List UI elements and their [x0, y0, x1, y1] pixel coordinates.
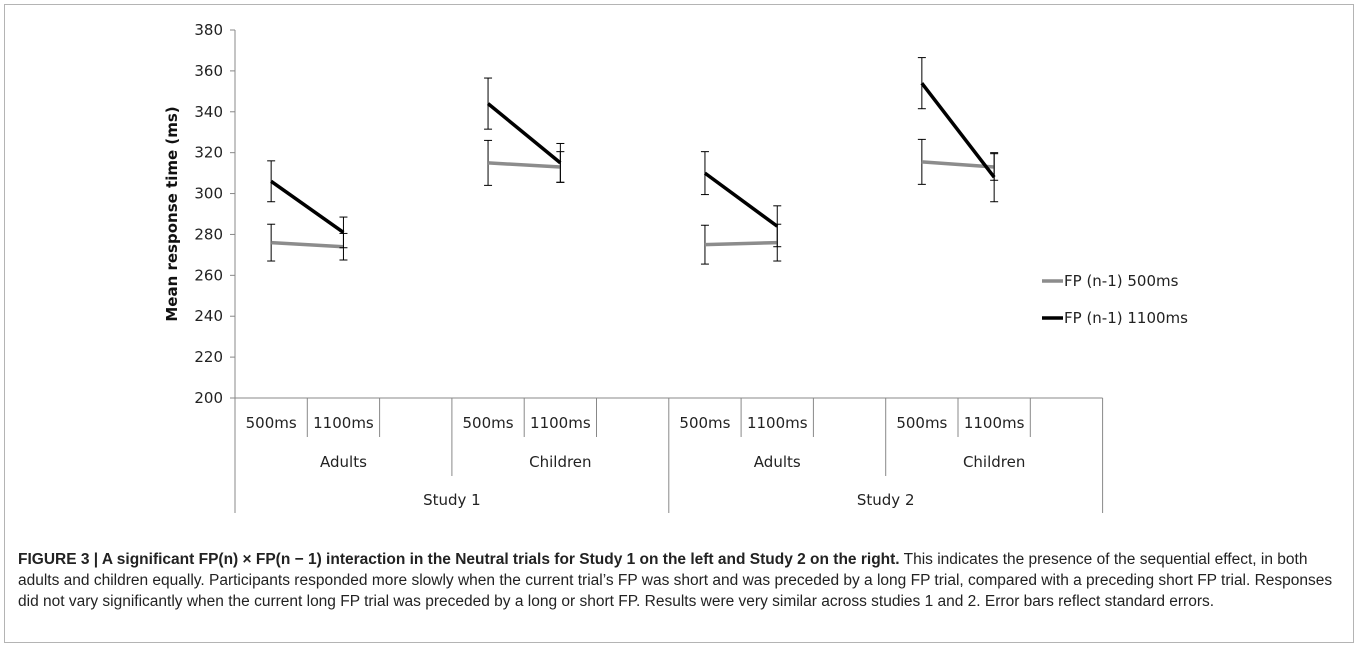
y-tick-label: 300: [194, 185, 223, 203]
x-tick-label-fp: 1100ms: [313, 414, 374, 432]
y-tick-label: 200: [194, 389, 223, 407]
y-axis-title: Mean response time (ms): [163, 106, 181, 321]
series-line-fp-n-1-500ms: [487, 161, 561, 169]
series-line-fp-n-1-500ms: [921, 160, 995, 169]
x-tick-label-fp: 500ms: [896, 414, 947, 432]
x-tick-label-fp: 1100ms: [964, 414, 1025, 432]
x-group-label: Children: [529, 453, 591, 471]
x-study-label: Study 2: [857, 491, 915, 509]
y-tick-label: 240: [194, 307, 223, 325]
series-line-fp-n-1-1100ms: [920, 82, 996, 179]
x-tick-label-fp: 500ms: [246, 414, 297, 432]
x-tick-label-fp: 500ms: [679, 414, 730, 432]
x-group-label: Adults: [320, 453, 367, 471]
y-tick-label: 380: [194, 21, 223, 39]
y-tick-label: 340: [194, 103, 223, 121]
x-group-label: Adults: [754, 453, 801, 471]
chart: 200 220 240 260 280 300 320 340 360 380 Mean respo…: [163, 21, 1188, 513]
series-line-fp-n-1-500ms: [704, 240, 778, 247]
y-tick-label: 220: [194, 348, 223, 366]
y-tick-label: 320: [194, 144, 223, 162]
figure-frame: 200 220 240 260 280 300 320 340 360 380 Mean respo…: [4, 4, 1354, 643]
y-tick-label: 260: [194, 266, 223, 284]
series-line-fp-n-1-500ms: [271, 240, 344, 249]
y-tick-label: 360: [194, 62, 223, 80]
x-tick-label-fp: 1100ms: [747, 414, 808, 432]
figure-caption: FIGURE 3 | A significant FP(n) × FP(n − …: [18, 549, 1348, 612]
y-tick-label: 280: [194, 225, 223, 243]
x-tick-label-fp: 1100ms: [530, 414, 591, 432]
x-study-label: Study 1: [423, 491, 481, 509]
x-group-label: Children: [963, 453, 1025, 471]
series-line-fp-n-1-1100ms: [486, 102, 562, 165]
caption-body: This indicates the presence of the seque…: [18, 551, 1333, 610]
series-line-fp-n-1-1100ms: [270, 179, 345, 234]
legend-label-fp-n-1-1100ms: FP (n-1) 1100ms: [1064, 309, 1188, 327]
legend-label-fp-n-1-500ms: FP (n-1) 500ms: [1064, 272, 1179, 290]
series-line-fp-n-1-1100ms: [703, 171, 779, 228]
caption-title: FIGURE 3 | A significant FP(n) × FP(n − …: [18, 551, 900, 568]
x-tick-label-fp: 500ms: [463, 414, 514, 432]
